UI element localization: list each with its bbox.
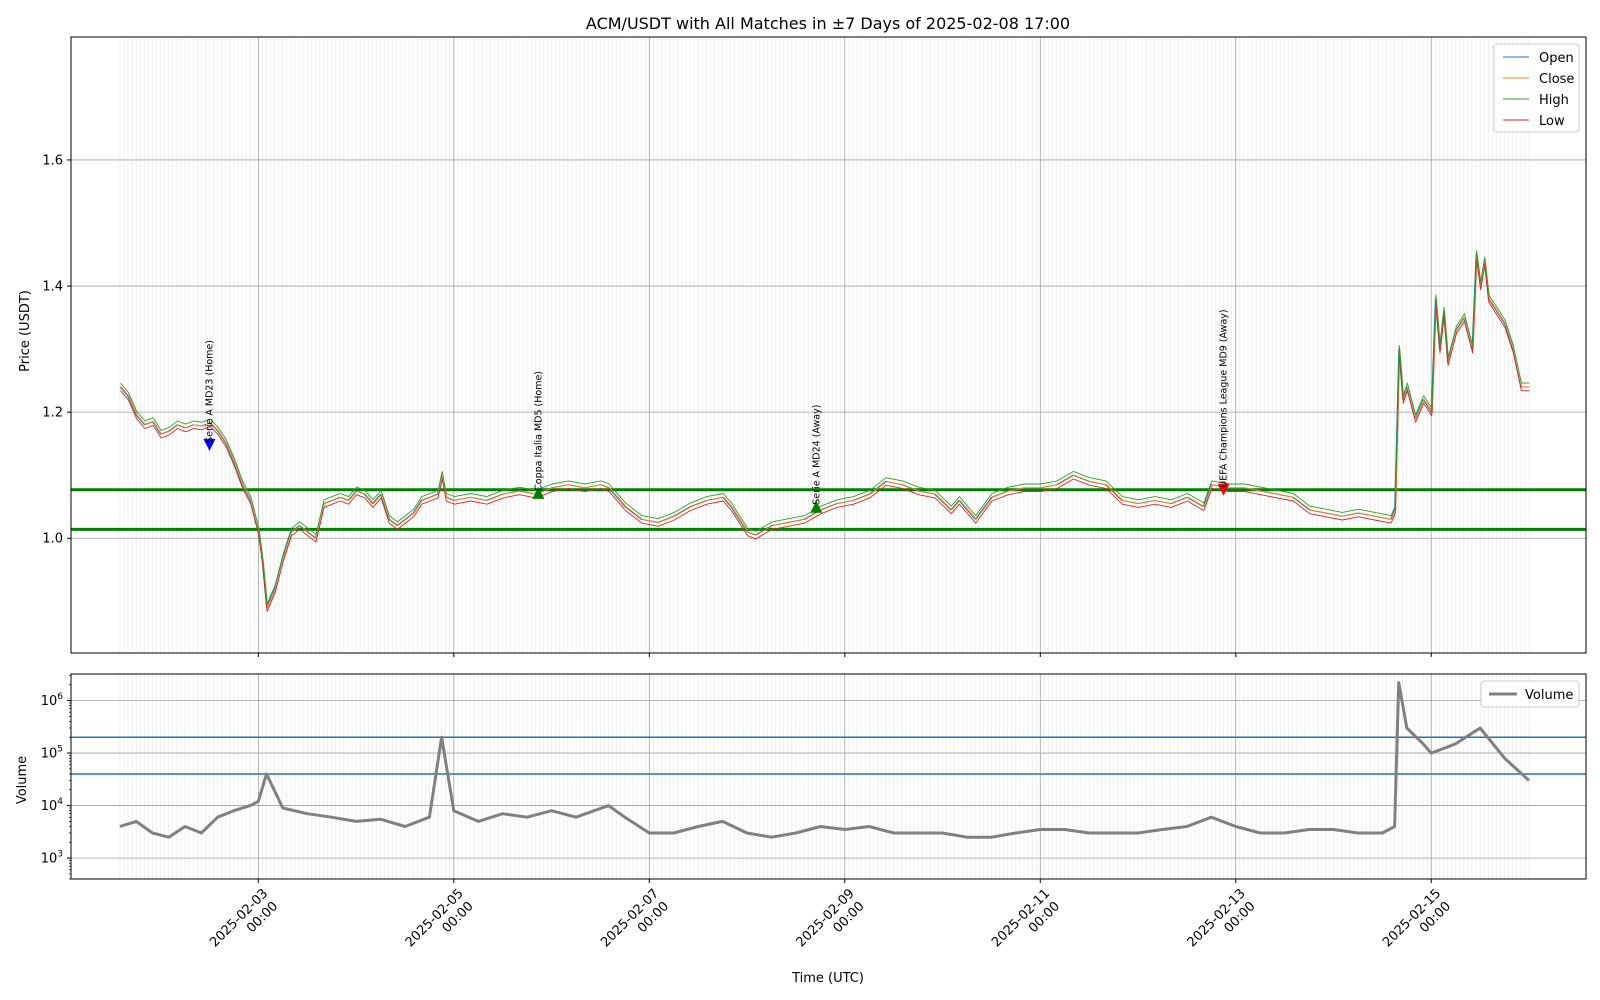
price-axes-frame xyxy=(70,36,1587,654)
match-event-label: UEFA Champions League MD9 (Away) xyxy=(1219,309,1230,487)
price-major-grid xyxy=(71,37,1586,653)
volume-axes-frame xyxy=(70,673,1587,880)
series-line-close xyxy=(120,254,1531,609)
legend-label: Close xyxy=(1539,72,1574,87)
match-event-marker xyxy=(532,486,545,499)
match-event-marker xyxy=(810,500,823,513)
price-minor-grid xyxy=(119,37,1530,653)
price-y-axis-label: Price (USDT) xyxy=(18,290,33,372)
legend-label: High xyxy=(1539,93,1569,108)
y-tick-label: 1.0 xyxy=(42,532,63,547)
y-tick-label: 104 xyxy=(41,797,64,814)
x-axis-label: Time (UTC) xyxy=(791,971,864,986)
y-tick-label: 103 xyxy=(41,850,63,867)
volume-y-ticks: 103 104 105 106 xyxy=(41,675,71,880)
volume-y-axis-label: Volume xyxy=(15,756,30,804)
match-event-marker xyxy=(1217,483,1230,496)
match-event-label: Serie A MD24 (Away) xyxy=(811,405,822,505)
legend-label: Volume xyxy=(1525,688,1573,703)
chart-title: ACM/USDT with All Matches in ±7 Days of … xyxy=(586,14,1070,33)
y-tick-label: 106 xyxy=(41,692,64,709)
match-events: Serie A MD23 (Home) Coppa Italia MD5 (Hom… xyxy=(203,309,1230,513)
price-threshold-lines xyxy=(71,488,1586,531)
price-legend: Open Close High Low xyxy=(1493,43,1580,133)
y-tick-label: 1.6 xyxy=(42,153,63,168)
legend-box xyxy=(1493,43,1580,133)
legend-label: Open xyxy=(1539,51,1574,66)
series-line-volume xyxy=(119,681,1531,839)
match-event-marker xyxy=(203,438,216,451)
price-y-ticks: 1.0 1.2 1.4 1.6 xyxy=(42,153,71,547)
y-tick-label: 1.2 xyxy=(42,406,63,421)
series-line-high xyxy=(120,250,1530,605)
y-tick-label: 105 xyxy=(41,745,63,762)
match-event-label: Serie A MD23 (Home) xyxy=(204,340,215,443)
legend-label: Low xyxy=(1539,114,1565,129)
match-event-label: Coppa Italia MD5 (Home) xyxy=(533,371,544,491)
price-series xyxy=(119,250,1531,612)
volume-major-grid xyxy=(71,674,1586,879)
volume-legend: Volume xyxy=(1480,680,1580,708)
price-x-ticks xyxy=(257,653,1432,657)
volume-minor-grid xyxy=(119,674,1530,879)
volume-threshold-lines xyxy=(71,736,1586,775)
series-line-low xyxy=(120,257,1530,612)
legend-box xyxy=(1480,680,1580,708)
price-panel: Serie A MD23 (Home) Coppa Italia MD5 (Hom… xyxy=(18,36,1587,657)
volume-series xyxy=(119,681,1531,839)
y-tick-label: 1.4 xyxy=(42,280,63,295)
